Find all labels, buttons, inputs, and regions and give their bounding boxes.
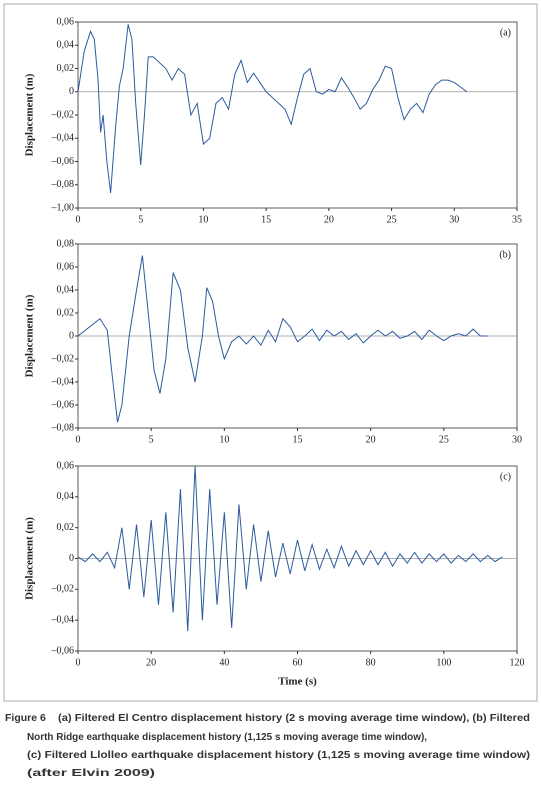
x-tick-label: 20 — [324, 214, 334, 225]
caption-line: North Ridge earthquake displacement hist… — [27, 731, 427, 743]
panel-label: (b) — [499, 249, 511, 260]
x-tick-label: 25 — [387, 214, 397, 225]
x-tick-label: 25 — [439, 434, 449, 445]
x-tick-label: 80 — [366, 657, 376, 668]
x-tick-label: 30 — [449, 214, 459, 225]
y-tick-label: –0,06 — [51, 645, 75, 656]
y-tick-label: –0,06 — [51, 156, 75, 167]
y-tick-label: –0,06 — [51, 399, 75, 410]
y-tick-label: 0,04 — [57, 40, 75, 51]
y-tick-label: –0,08 — [51, 422, 75, 433]
y-tick-label: 0,06 — [57, 261, 75, 272]
x-tick-label: 20 — [146, 657, 156, 668]
y-tick-label: 0,02 — [57, 63, 75, 74]
x-tick-label: 0 — [76, 657, 81, 668]
x-tick-label: 0 — [76, 434, 81, 445]
y-tick-label: –0,04 — [51, 376, 75, 387]
y-tick-label: 0 — [69, 553, 74, 564]
x-tick-label: 100 — [436, 657, 451, 668]
x-tick-label: 15 — [293, 434, 303, 445]
x-tick-label: 40 — [219, 657, 229, 668]
x-tick-label: 5 — [138, 214, 143, 225]
line-series — [77, 465, 503, 631]
y-tick-label: –0,02 — [51, 109, 75, 120]
caption-label: Figure 6 — [5, 712, 46, 724]
x-tick-label: 30 — [512, 434, 522, 445]
x-tick-label: 15 — [261, 214, 271, 225]
caption-line: (a) Filtered El Centro displacement hist… — [58, 712, 530, 724]
y-tick-label: 0,02 — [57, 307, 75, 318]
plot-frame — [77, 21, 518, 209]
x-tick-label: 20 — [366, 434, 376, 445]
y-axis-label: Displacement (m) — [24, 294, 36, 377]
y-axis-label: Displacement (m) — [24, 73, 36, 156]
line-series — [77, 255, 488, 423]
x-axis-label: Time (s) — [278, 676, 317, 688]
y-tick-label: 0,06 — [57, 16, 75, 27]
x-tick-label: 0 — [76, 214, 81, 225]
panel-label: (a) — [500, 27, 511, 38]
figure-frame — [3, 3, 538, 702]
y-tick-label: –0,02 — [51, 353, 75, 364]
y-tick-label: 0,08 — [57, 238, 75, 249]
y-tick-label: 0 — [69, 86, 74, 97]
y-tick-label: –0,08 — [51, 179, 75, 190]
y-tick-label: –1,00 — [51, 202, 75, 213]
y-tick-label: –0,04 — [51, 133, 75, 144]
x-tick-label: 35 — [512, 214, 522, 225]
y-tick-label: 0,06 — [57, 460, 75, 471]
line-series — [77, 24, 468, 193]
x-tick-label: 10 — [219, 434, 229, 445]
y-tick-label: –0,02 — [51, 584, 75, 595]
y-tick-label: 0 — [69, 330, 74, 341]
x-tick-label: 10 — [198, 214, 208, 225]
x-tick-label: 5 — [149, 434, 154, 445]
y-axis-label: Displacement (m) — [24, 517, 36, 600]
caption-line: (after Elvin 2009) — [27, 767, 155, 779]
y-tick-label: –0,04 — [51, 614, 75, 625]
panel-label: (c) — [500, 471, 511, 482]
caption-line: (c) Filtered Llolleo earthquake displace… — [27, 749, 530, 761]
y-tick-label: 0,04 — [57, 284, 75, 295]
y-tick-label: 0,02 — [57, 522, 75, 533]
x-tick-label: 120 — [510, 657, 525, 668]
x-tick-label: 60 — [293, 657, 303, 668]
y-tick-label: 0,04 — [57, 491, 75, 502]
